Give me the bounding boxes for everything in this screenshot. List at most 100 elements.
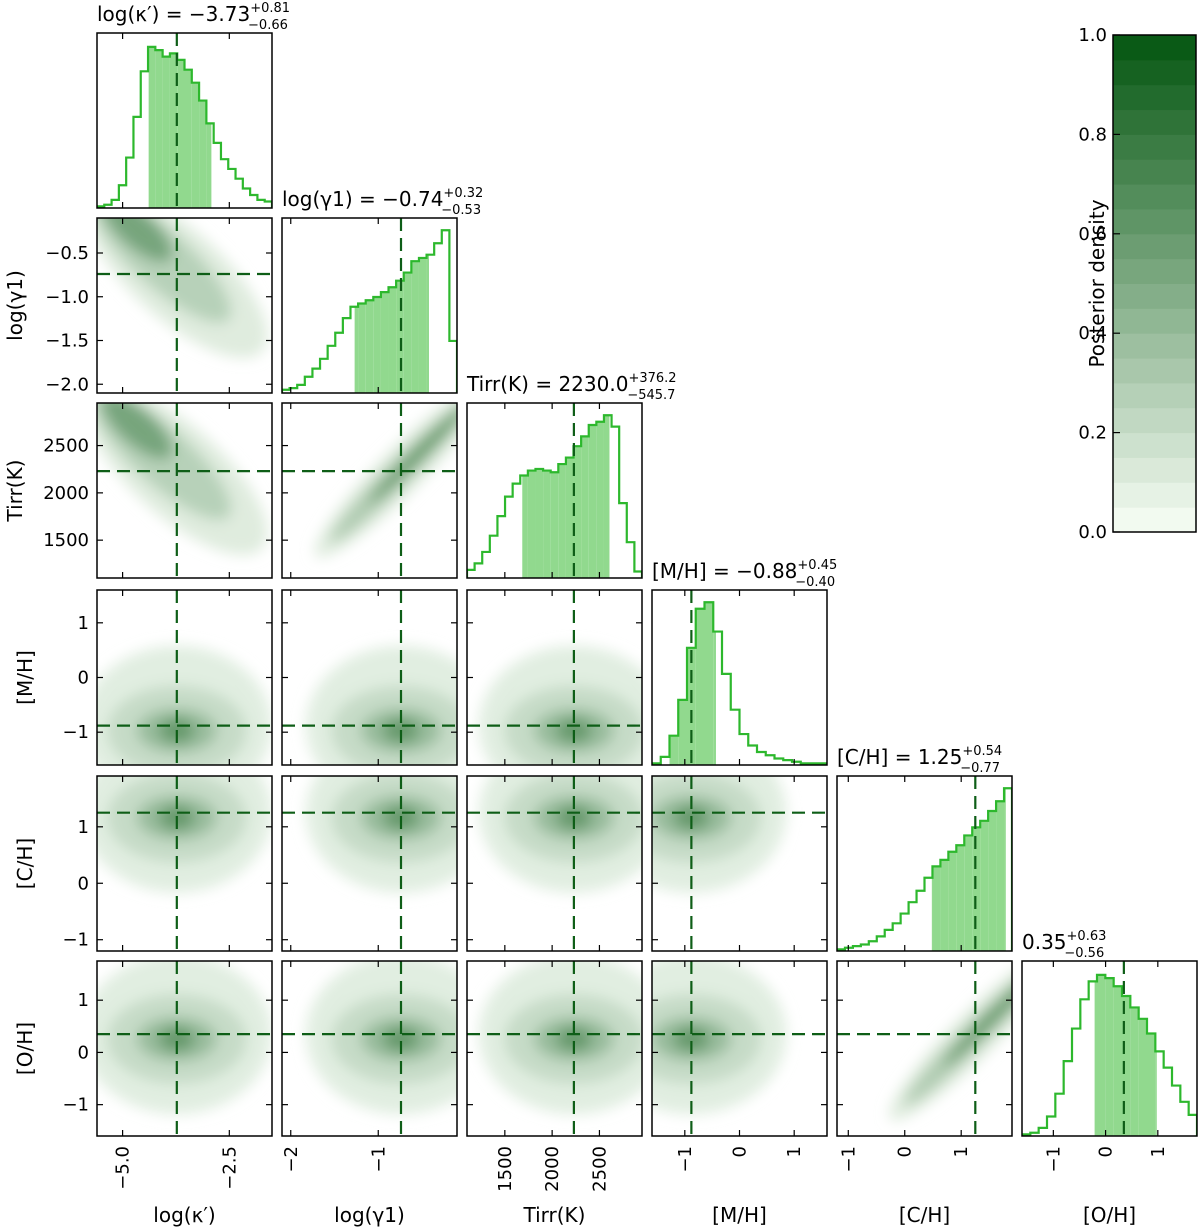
- param-title-tirr: Tirr(K) = 2230.0+376.2 −545.7: [466, 371, 677, 403]
- colorbar-level: [1113, 333, 1196, 359]
- hist-panel-ch: [837, 776, 1012, 951]
- credible-fill: [931, 877, 933, 951]
- hist-panel-oh: [1022, 961, 1197, 1136]
- colorbar-level: [1113, 258, 1196, 284]
- credible-fill: [358, 303, 366, 393]
- panel-frame: [836, 775, 1013, 952]
- credible-fill: [573, 446, 582, 578]
- credible-fill: [403, 272, 412, 393]
- density-panel-logg-oh: [282, 961, 457, 1136]
- density-panel-logg-ch: [282, 776, 457, 951]
- colorbar-level: [1113, 35, 1196, 61]
- credible-fill: [687, 647, 696, 765]
- y-tick-label: 0: [78, 668, 89, 689]
- credible-fill: [1097, 974, 1106, 1136]
- hist-step: [837, 787, 1012, 951]
- colorbar-frame: [1112, 34, 1197, 533]
- x-tick-label: 0: [1096, 1146, 1117, 1157]
- credible-fill: [373, 296, 381, 393]
- y-tick-label: −1.0: [45, 287, 89, 308]
- colorbar-level: [1113, 407, 1196, 434]
- credible-fill: [596, 421, 604, 578]
- panel-frame: [96, 960, 273, 1137]
- credible-fill: [177, 59, 185, 208]
- x-axis-label: Tirr(K): [523, 1203, 586, 1227]
- credible-fill: [148, 46, 156, 208]
- x-axis-label: [M/H]: [712, 1203, 767, 1227]
- panel-frame: [96, 402, 273, 579]
- credible-fill: [535, 468, 544, 578]
- x-tick-label: −1: [675, 1146, 696, 1173]
- density-panel-tirr-mh: [467, 590, 642, 765]
- y-axis-label: [C/H]: [13, 838, 37, 889]
- credible-fill: [169, 53, 178, 208]
- credible-fill: [162, 56, 170, 208]
- credible-fill: [388, 287, 397, 393]
- credible-fill: [980, 820, 989, 951]
- credible-fill: [972, 827, 981, 951]
- x-axis-label: [C/H]: [899, 1203, 950, 1227]
- credible-fill: [581, 436, 589, 578]
- credible-fill: [1147, 1033, 1156, 1136]
- param-title-logg: log(γ1) = −0.74+0.32 −0.53: [282, 186, 483, 218]
- colorbar-level: [1113, 184, 1196, 210]
- credible-fill: [365, 300, 374, 393]
- param-title-oh: 0.35+0.63 −0.56: [1022, 929, 1106, 961]
- credible-fill: [550, 472, 559, 578]
- colorbar-level: [1113, 59, 1196, 86]
- y-tick-label: 2500: [43, 436, 89, 457]
- credible-fill: [558, 464, 566, 578]
- density-panel-mh-oh: [652, 961, 827, 1136]
- hist-step: [282, 229, 457, 393]
- hist-step: [97, 45, 272, 208]
- param-title-ch: [C/H] = 1.25+0.54 −0.77: [837, 744, 1002, 776]
- credible-fill: [704, 602, 714, 765]
- credible-fill: [1094, 981, 1097, 1136]
- y-axis-label: log(γ1): [3, 270, 27, 341]
- hist-panel-tirr: [467, 403, 642, 578]
- credible-fill: [713, 631, 716, 765]
- panel-frame: [281, 775, 458, 952]
- hist-panel-logk: [97, 33, 272, 208]
- y-tick-label: −2.0: [45, 374, 89, 395]
- colorbar-level: [1113, 432, 1196, 458]
- colorbar-level: [1113, 208, 1196, 235]
- y-axis-label: Tirr(K): [3, 460, 27, 523]
- x-tick-label: 0: [730, 1146, 751, 1157]
- credible-fill: [191, 82, 200, 208]
- panel-frame: [466, 960, 643, 1137]
- panel-frame: [1021, 960, 1198, 1137]
- param-title-mh: [M/H] = −0.88+0.45 −0.40: [652, 558, 837, 590]
- colorbar-level: [1113, 482, 1196, 508]
- density-panel-logk-ch: [97, 776, 272, 951]
- colorbar-tick-label: 0.2: [1078, 423, 1107, 444]
- credible-fill: [184, 69, 192, 208]
- colorbar-level: [1113, 457, 1196, 483]
- x-tick-label: −5.0: [113, 1146, 134, 1190]
- y-tick-label: −1: [62, 930, 89, 951]
- colorbar-level: [1113, 84, 1196, 111]
- credible-fill: [1130, 1007, 1139, 1136]
- credible-fill: [1004, 788, 1006, 951]
- x-tick-label: −2: [281, 1146, 302, 1173]
- x-axis-label: log(γ1): [334, 1203, 405, 1227]
- credible-fill: [396, 280, 404, 393]
- y-tick-label: 0: [78, 1042, 89, 1063]
- colorbar-tick-label: 1.0: [1078, 25, 1107, 46]
- panel-frame: [836, 960, 1013, 1137]
- x-tick-label: −1: [838, 1146, 859, 1173]
- density-panel-logg-mh: [282, 590, 457, 765]
- credible-fill: [426, 254, 429, 393]
- x-axis-label: [O/H]: [1083, 1203, 1136, 1227]
- y-tick-label: 1: [78, 990, 89, 1011]
- panel-frame: [96, 32, 273, 209]
- x-axis-label: log(κ′): [153, 1203, 215, 1227]
- y-tick-label: 1: [78, 613, 89, 634]
- panel-frame: [281, 402, 458, 579]
- credible-fill: [678, 699, 687, 765]
- credible-fill: [1122, 996, 1131, 1136]
- density-panel-logk-oh: [97, 961, 272, 1136]
- density-panel-logk-tirr: [97, 403, 272, 578]
- y-tick-label: −1: [62, 1095, 89, 1116]
- density-panel-tirr-ch: [467, 776, 642, 951]
